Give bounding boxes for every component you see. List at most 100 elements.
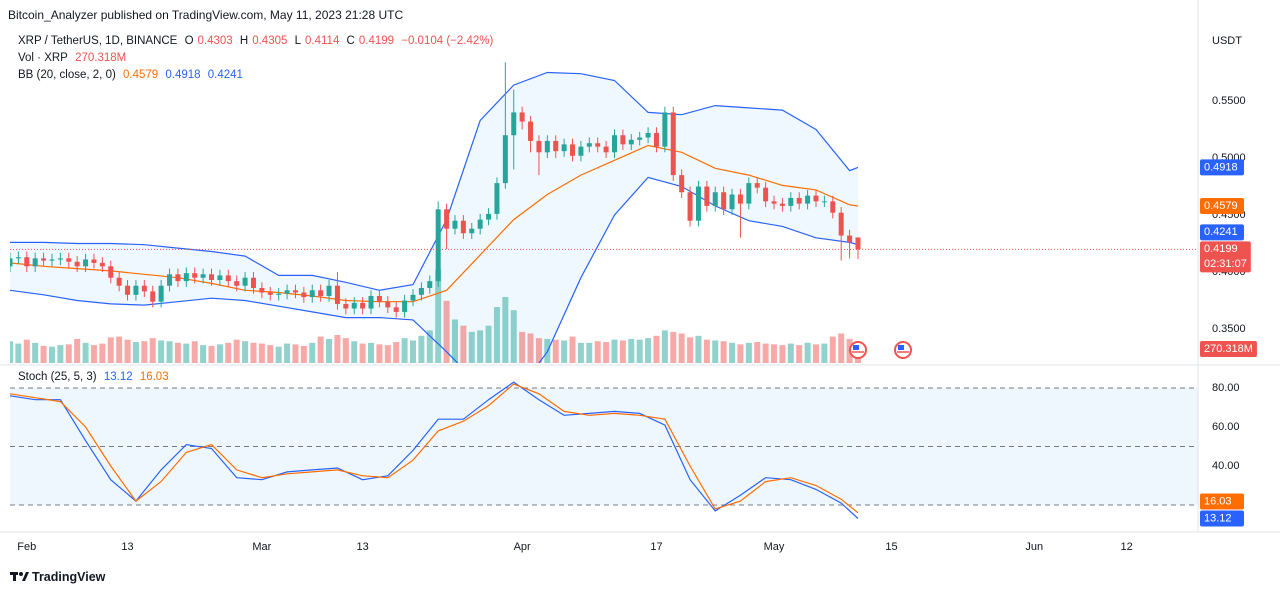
x-tick-label: 13 — [121, 541, 133, 553]
candle-body — [553, 140, 559, 152]
candle-body — [779, 203, 785, 206]
volume-bar — [166, 341, 173, 363]
volume-title: Vol · XRP — [18, 52, 68, 64]
candle-body — [192, 273, 198, 278]
candle-body — [175, 274, 181, 282]
price-badge: 270.318M — [1200, 340, 1257, 357]
candle-body — [561, 144, 567, 152]
candle-body — [528, 121, 534, 141]
volume-bar — [284, 343, 291, 363]
candle-body — [250, 277, 256, 288]
volume-bar — [401, 338, 408, 363]
bb-lower — [10, 176, 859, 363]
candle-body — [200, 274, 206, 278]
candle-body — [49, 259, 55, 261]
candle-body — [292, 290, 298, 293]
volume-bar — [460, 325, 467, 363]
candle-body — [66, 258, 72, 262]
candle-body — [183, 273, 189, 282]
candle-body — [444, 209, 450, 229]
stoch-title: Stoch (25, 5, 3) — [18, 371, 97, 383]
volume-bar — [443, 300, 450, 363]
volume-bar — [124, 339, 131, 363]
candle-body — [511, 112, 517, 136]
x-tick-label: 17 — [650, 541, 662, 553]
badge-bg — [1200, 493, 1244, 510]
volume-value: 270.318M — [75, 52, 127, 64]
volume-bar — [670, 331, 677, 363]
candle-body — [343, 303, 349, 309]
volume-bar — [720, 341, 727, 363]
volume-bar — [661, 330, 668, 363]
candle-body — [259, 287, 265, 293]
volume-bar — [678, 333, 685, 363]
candle-body — [334, 285, 340, 304]
countdown: 02:31:07 — [1204, 258, 1247, 270]
volume-bar — [15, 343, 22, 363]
candle-body — [108, 266, 114, 278]
volume-bar — [351, 341, 358, 363]
candle-body — [712, 192, 718, 206]
volume-bar — [418, 335, 425, 363]
volume-bar — [535, 338, 542, 363]
volume-bar — [628, 338, 635, 363]
candle-body — [704, 186, 710, 206]
ohlc-value: 0.4305 — [252, 35, 288, 47]
candle-body — [695, 186, 701, 221]
candle-body — [687, 192, 693, 221]
candle-body — [351, 302, 357, 309]
candle-body — [15, 257, 21, 259]
badge-label: 16.03 — [1204, 495, 1232, 507]
change: −0.0104 (−2.42%) — [401, 35, 494, 47]
candle-body — [595, 143, 601, 147]
candle-body — [376, 295, 382, 302]
bb-upper-value: 0.4918 — [165, 69, 201, 81]
candle-body — [418, 287, 424, 295]
price-pane — [10, 62, 861, 363]
candle-body — [486, 213, 492, 220]
candle-body — [578, 146, 584, 156]
candle-body — [460, 220, 466, 234]
candle-body — [838, 212, 844, 236]
candle-body — [360, 302, 366, 309]
volume-bar — [468, 331, 475, 363]
volume-bar — [493, 307, 500, 363]
candle-body — [536, 140, 542, 153]
candle-body — [267, 292, 273, 295]
candle-body — [570, 144, 576, 156]
volume-bar — [208, 345, 215, 363]
y-tick-label: 0.5500 — [1212, 95, 1246, 107]
candle-body — [276, 293, 282, 295]
candle-body — [620, 135, 626, 145]
volume-bar — [376, 344, 383, 363]
candle-body — [326, 285, 332, 296]
candle-body — [494, 183, 500, 214]
price-badge: 0.4918 — [1200, 159, 1244, 176]
candle-body — [234, 281, 240, 286]
badge-label: 13.12 — [1204, 512, 1232, 524]
volume-bar — [10, 341, 13, 363]
volume-bar — [754, 342, 761, 363]
bb-fill — [10, 72, 858, 363]
bb-basis-value: 0.4579 — [123, 69, 159, 81]
volume-legend: Vol · XRP 270.318M — [18, 52, 130, 64]
y-tick-label: 80.00 — [1212, 382, 1240, 394]
volume-bar — [451, 319, 458, 363]
candle-body — [477, 219, 483, 229]
badge-bg — [1200, 224, 1244, 241]
y-tick-label: 0.3500 — [1212, 323, 1246, 335]
volume-bar — [653, 335, 660, 363]
volume-bar — [603, 342, 610, 363]
volume-bar — [183, 343, 190, 363]
candle-body — [452, 220, 458, 229]
volume-bar — [838, 333, 845, 363]
candle-body — [637, 137, 643, 140]
volume-bar — [561, 340, 568, 363]
candle-body — [158, 285, 164, 302]
candle-body — [855, 237, 861, 250]
volume-bar — [703, 339, 710, 363]
x-tick-label: Jun — [1025, 541, 1043, 553]
volume-bar — [510, 310, 517, 363]
bb-legend: BB (20, close, 2, 0) 0.4579 0.4918 0.424… — [18, 69, 247, 81]
